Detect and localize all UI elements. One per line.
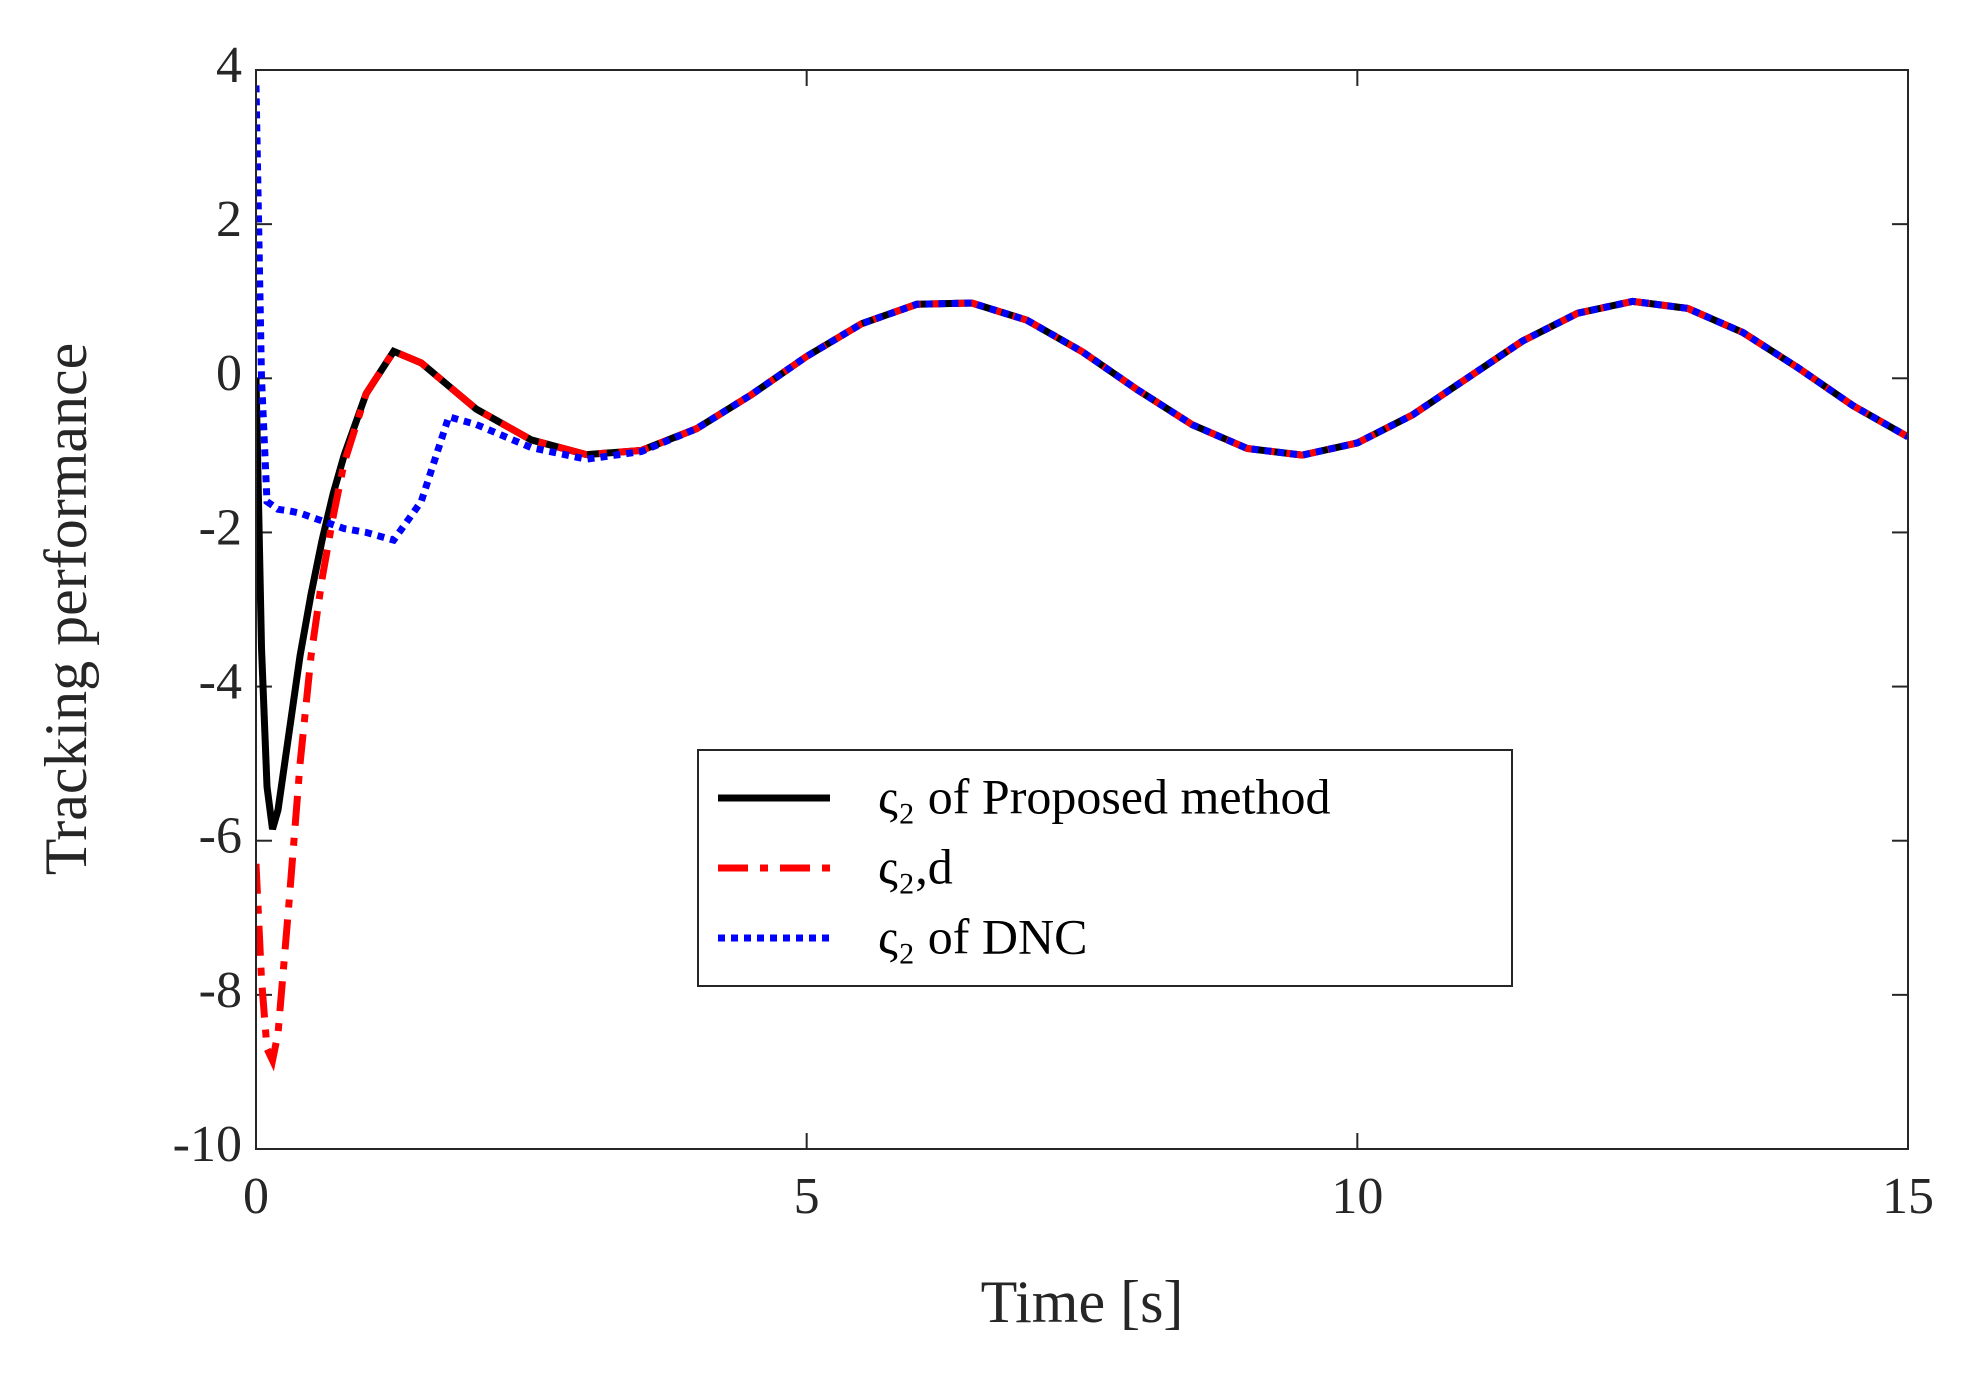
legend-label: ς₂ of DNC [878, 908, 1087, 964]
y-tick-label: -10 [173, 1116, 242, 1173]
y-tick-label: -6 [199, 808, 242, 865]
y-tick-label: -8 [199, 962, 242, 1019]
y-axis-label: Tracking performance [33, 343, 99, 876]
legend-label: ς₂,d [878, 838, 953, 894]
y-tick-label: -2 [199, 499, 242, 556]
legend-box [697, 749, 1513, 987]
x-tick-label: 10 [1331, 1168, 1383, 1225]
y-tick-label: -4 [199, 654, 242, 711]
y-tick-label: 2 [216, 191, 242, 248]
x-axis-label: Time [s] [981, 1269, 1184, 1335]
y-tick-label: 0 [216, 345, 242, 402]
y-tick-label: 4 [216, 37, 242, 94]
series-line [256, 85, 1908, 545]
x-tick-label: 0 [243, 1168, 269, 1225]
legend-label: ς₂ of Proposed method [878, 768, 1330, 824]
x-tick-label: 5 [794, 1168, 820, 1225]
x-tick-label: 15 [1882, 1168, 1934, 1225]
plot-frame [255, 69, 1909, 1150]
